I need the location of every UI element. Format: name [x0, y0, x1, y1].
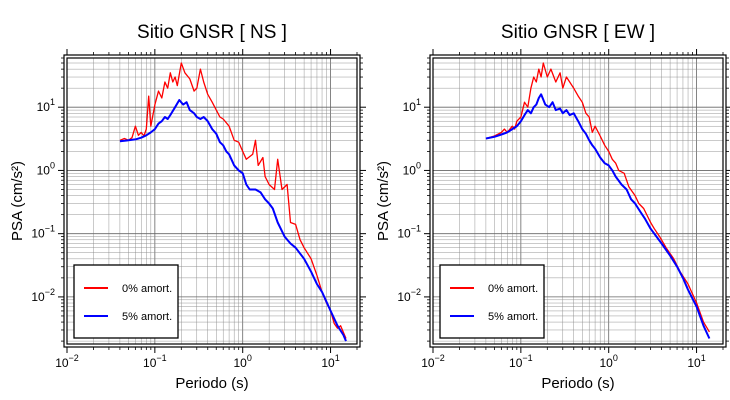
legend: 0% amort. 5% amort.	[73, 264, 179, 339]
chart-title: Sitio GNSR [ NS ]	[137, 22, 287, 43]
series-line-undamped	[485, 62, 710, 333]
chart-ew: Sitio GNSR [ EW ] 10−2 10−1 100 101 10−2 10−1…	[375, 22, 730, 392]
plot-frame-inner	[66, 57, 358, 345]
plot-frame-outer	[63, 54, 361, 348]
x-tick-label: 10−2	[421, 353, 445, 370]
y-axis-label: PSA (cm/s²)	[375, 161, 392, 241]
chart-title: Sitio GNSR [ EW ]	[501, 22, 655, 43]
legend: 0% amort. 5% amort.	[439, 264, 545, 339]
x-tick-label: 100	[234, 353, 252, 370]
y-tick-label: 10−2	[397, 287, 421, 304]
x-tick-label: 100	[600, 353, 618, 370]
series-line-undamped	[119, 62, 347, 339]
y-tick-label: 101	[403, 97, 421, 114]
legend-box	[439, 264, 545, 339]
x-tick-label: 101	[687, 353, 705, 370]
legend-box	[73, 264, 179, 339]
grid	[66, 57, 358, 344]
y-axis-label: PSA (cm/s²)	[9, 161, 26, 241]
x-tick-label: 10−1	[509, 353, 533, 370]
series-line-damped	[485, 93, 711, 339]
chart-ns: Sitio GNSR [ NS ] 10−2 10−1 100 101 10−2 10−1…	[9, 22, 366, 392]
x-axis-label: Periodo (s)	[175, 375, 248, 392]
plot-frame-outer	[429, 54, 727, 348]
x-tick-label: 10−1	[143, 353, 167, 370]
x-tick-label: 10−2	[55, 353, 79, 370]
axis-ticks	[58, 49, 366, 353]
y-tick-label: 10−1	[397, 224, 421, 241]
y-tick-label: 100	[403, 160, 421, 177]
y-tick-label: 10−1	[31, 224, 55, 241]
x-axis-label: Periodo (s)	[541, 375, 614, 392]
legend-label-0: 0% amort.	[122, 283, 172, 295]
axis-ticks	[424, 49, 730, 353]
legend-label-1: 5% amort.	[122, 311, 172, 323]
plot-frame-inner	[432, 57, 724, 345]
y-tick-label: 101	[37, 97, 55, 114]
series-line-damped	[119, 99, 347, 342]
legend-label-1: 5% amort.	[488, 311, 538, 323]
legend-label-0: 0% amort.	[488, 283, 538, 295]
x-tick-label: 101	[321, 353, 339, 370]
y-tick-label: 100	[37, 160, 55, 177]
y-tick-label: 10−2	[31, 287, 55, 304]
